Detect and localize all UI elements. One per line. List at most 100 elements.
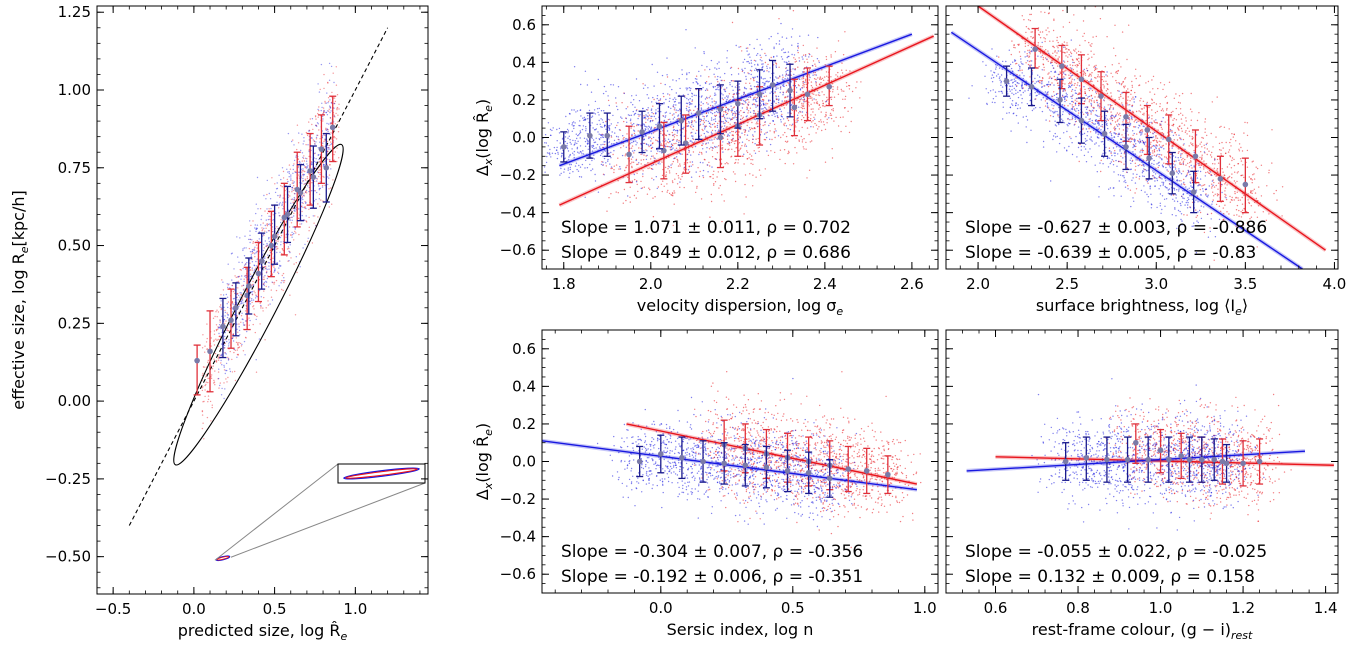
- scatter-point: [1063, 70, 1066, 72]
- scatter-point: [691, 180, 693, 182]
- scatter-point: [551, 129, 553, 132]
- scatter-point: [729, 82, 731, 84]
- scatter-point: [576, 142, 578, 145]
- scatter-point: [825, 100, 828, 103]
- scatter-point: [274, 268, 276, 270]
- scatter-point: [604, 124, 606, 126]
- scatter-point: [790, 108, 793, 111]
- scatter-point: [329, 159, 331, 161]
- scatter-point: [326, 129, 328, 131]
- scatter-point: [784, 140, 787, 143]
- scatter-point: [207, 361, 209, 363]
- scatter-point: [319, 205, 321, 208]
- scatter-point: [272, 214, 274, 216]
- scatter-point: [303, 173, 305, 176]
- scatter-point: [269, 223, 271, 225]
- scatter-point: [771, 114, 773, 117]
- scatter-point: [234, 349, 236, 352]
- scatter-point: [323, 176, 325, 178]
- scatter-point: [564, 140, 567, 143]
- scatter-point: [806, 127, 809, 129]
- scatter-point: [746, 158, 748, 160]
- scatter-point: [781, 113, 783, 116]
- scatter-point: [687, 102, 689, 105]
- scatter-point: [567, 169, 569, 171]
- scatter-point: [303, 164, 305, 167]
- scatter-point: [575, 133, 577, 135]
- scatter-point: [793, 54, 796, 56]
- scatter-point: [338, 108, 340, 110]
- scatter-point: [726, 57, 728, 59]
- scatter-point: [327, 144, 329, 147]
- bin-marker: [228, 317, 234, 324]
- scatter-point: [703, 116, 705, 118]
- scatter-point: [681, 69, 683, 71]
- scatter-point: [551, 152, 554, 154]
- scatter-point: [259, 323, 261, 325]
- scatter-point: [661, 74, 664, 77]
- scatter-point: [811, 64, 814, 67]
- scatter-point: [745, 196, 747, 198]
- scatter-point: [705, 81, 708, 83]
- scatter-point: [261, 215, 263, 217]
- scatter-point: [645, 114, 647, 116]
- scatter-point: [683, 163, 685, 165]
- scatter-point: [743, 129, 745, 131]
- scatter-point: [633, 130, 636, 132]
- scatter-point: [683, 169, 685, 171]
- scatter-point: [266, 270, 268, 273]
- scatter-point: [1025, 31, 1027, 34]
- scatter-point: [774, 128, 776, 130]
- red-fit-line: [559, 35, 934, 206]
- scatter-point: [237, 276, 239, 278]
- scatter-point: [1013, 44, 1015, 46]
- scatter-point: [830, 54, 832, 56]
- scatter-point: [763, 110, 765, 112]
- scatter-point: [702, 148, 704, 150]
- scatter-point: [642, 139, 645, 141]
- scatter-point: [280, 219, 282, 221]
- scatter-point: [321, 186, 324, 188]
- scatter-point: [224, 331, 226, 334]
- scatter-point: [740, 147, 742, 149]
- scatter-point: [242, 350, 245, 352]
- scatter-point: [711, 112, 714, 115]
- scatter-point: [226, 316, 229, 319]
- scatter-point: [811, 55, 813, 57]
- scatter-point: [238, 342, 240, 344]
- y-axis-label: effective size, log Re[kpc/h]: [9, 190, 31, 409]
- scatter-point: [280, 282, 282, 284]
- scatter-point: [752, 134, 754, 136]
- scatter-point: [268, 238, 270, 240]
- scatter-point: [602, 161, 604, 163]
- y-tick-label: −0.25: [45, 470, 91, 488]
- scatter-point: [218, 327, 220, 329]
- scatter-point: [691, 116, 693, 119]
- scatter-point: [313, 140, 316, 143]
- axes-frame: [541, 5, 939, 270]
- scatter-point: [255, 228, 257, 230]
- scatter-point: [672, 126, 675, 129]
- scatter-point: [727, 135, 729, 137]
- scatter-point: [713, 183, 715, 185]
- scatter-point: [717, 130, 719, 133]
- scatter-point: [730, 118, 732, 120]
- scatter-point: [746, 138, 748, 140]
- scatter-point: [644, 128, 646, 130]
- scatter-point: [705, 82, 707, 85]
- bin-marker: [220, 323, 226, 330]
- scatter-point: [696, 185, 698, 188]
- scatter-point: [673, 109, 676, 111]
- scatter-point: [687, 110, 690, 112]
- scatter-point: [714, 145, 716, 148]
- scatter-point: [710, 176, 712, 178]
- scatter-point: [758, 146, 761, 149]
- x-axis-label: velocity dispersion, log σe: [637, 296, 844, 318]
- scatter-point: [662, 130, 664, 132]
- scatter-point: [611, 167, 613, 169]
- scatter-point: [610, 123, 612, 125]
- scatter-point: [579, 131, 582, 134]
- scatter-point: [800, 119, 803, 121]
- scatter-point: [798, 106, 800, 108]
